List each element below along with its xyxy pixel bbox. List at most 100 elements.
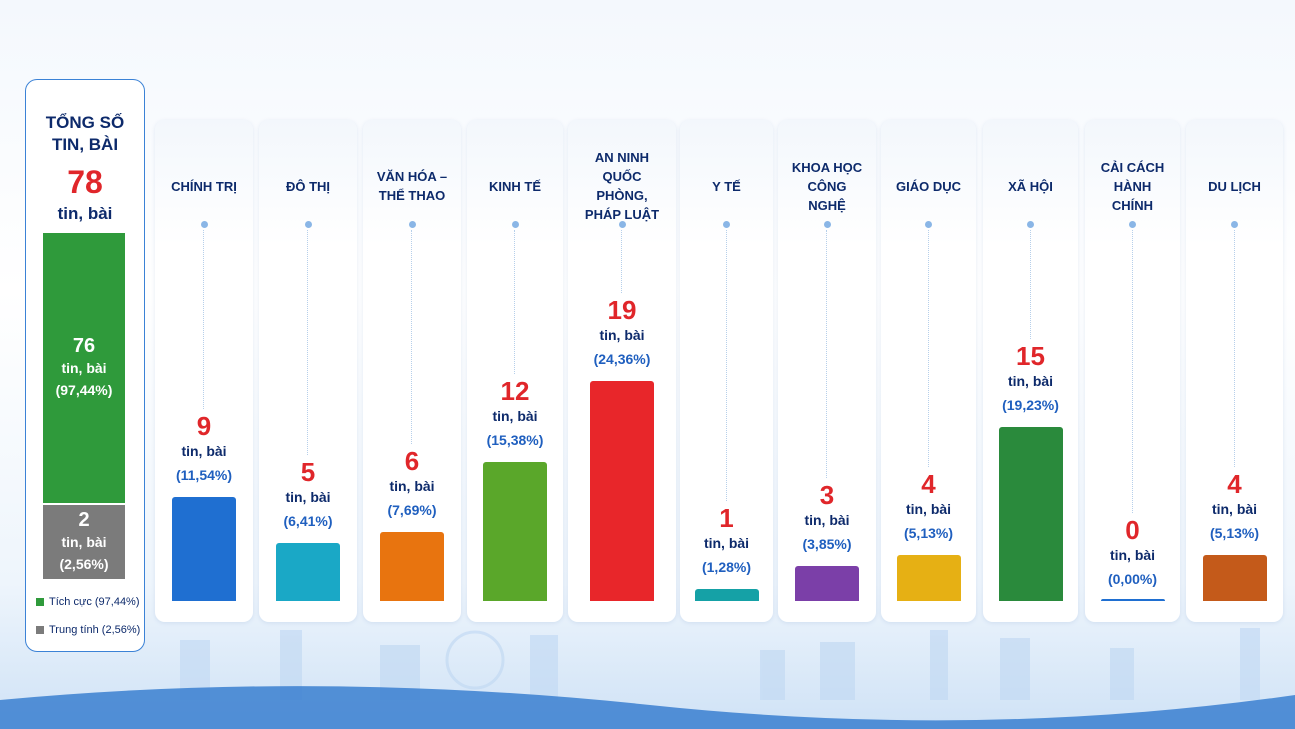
value-label: 19 [607, 295, 637, 325]
skyline [0, 628, 1295, 729]
connector-dot [511, 221, 519, 228]
segment-value: 76 [72, 335, 96, 357]
connector-dot [304, 221, 312, 228]
share-label: (19,23%) [1002, 397, 1059, 414]
summary-unit: tin, bài [57, 204, 113, 223]
connector-dot [408, 221, 416, 228]
share-label: (0,00%) [1107, 571, 1158, 587]
legend-item: Trung tính (2,56%) [36, 624, 140, 636]
connector-dot [618, 221, 626, 228]
connector-line [927, 230, 929, 467]
unit-label: tin, bài [703, 535, 750, 552]
segment-share: (97,44%) [55, 382, 113, 398]
category-label: XÃ HỘI [1008, 178, 1053, 194]
share-label: (11,54%) [175, 466, 233, 483]
category-label: Y TẾ [712, 178, 741, 194]
connector-line [411, 230, 413, 444]
connector-line [1029, 230, 1031, 340]
value-label: 4 [921, 468, 936, 499]
category-card: CHÍNH TRỊ 9 tin, bài (11,54%) [155, 120, 253, 622]
unit-label: tin, bài [181, 442, 227, 459]
connector-dot [925, 221, 932, 228]
value-label: 1 [719, 503, 734, 534]
connector-line [514, 230, 516, 375]
legend-swatch [36, 598, 44, 606]
value-label: 5 [300, 457, 316, 488]
category-card: DU LỊCH 4 tin, bài (5,13%) [1186, 120, 1283, 622]
connector-line [621, 230, 623, 293]
unit-label: tin, bài [285, 489, 331, 506]
category-label: VĂN HÓA – THỂ THAO [376, 169, 448, 203]
value-label: 4 [1227, 468, 1242, 499]
bar [276, 543, 340, 601]
category-card: KINH TẾ 12 tin, bài (15,38%) [467, 120, 563, 622]
share-label: (5,13%) [1209, 524, 1260, 541]
category-label: AN NINH QUỐC PHÒNG, PHÁP LUẬT [584, 150, 660, 222]
unit-label: tin, bài [905, 500, 952, 517]
share-label: (7,69%) [387, 501, 437, 518]
stacked-segment: 76 tin, bài (97,44%) [43, 233, 125, 503]
connector-line [826, 230, 828, 479]
category-label: CẢI CÁCH HÀNH CHÍNH [1100, 159, 1165, 213]
bar [1202, 554, 1267, 601]
stacked-segment: 2 tin, bài (2,56%) [43, 505, 125, 579]
category-label: DU LỊCH [1208, 178, 1261, 194]
category-label: CHÍNH TRỊ [171, 178, 237, 194]
category-label: KHOA HỌC CÔNG NGHỆ [791, 159, 863, 213]
connector-line [307, 230, 309, 456]
category-card: ĐÔ THỊ 5 tin, bài (6,41%) [259, 120, 357, 622]
share-label: (5,13%) [903, 524, 954, 541]
bar [483, 462, 547, 601]
unit-label: tin, bài [389, 477, 435, 494]
category-card: CẢI CÁCH HÀNH CHÍNH 0 tin, bài (0,00%) [1085, 120, 1180, 622]
segment-share: (2,56%) [59, 556, 109, 572]
unit-label: tin, bài [599, 327, 645, 343]
segment-unit: tin, bài [61, 534, 107, 550]
share-label: (15,38%) [486, 432, 544, 449]
category-card: AN NINH QUỐC PHÒNG, PHÁP LUẬT 19 tin, bài (… [568, 120, 676, 622]
unit-label: tin, bài [1007, 373, 1054, 390]
bar [1100, 599, 1165, 601]
stacked-bar: 76 tin, bài (97,44%) 2 tin, bài (2,56%) [43, 233, 125, 581]
unit-label: tin, bài [804, 512, 850, 529]
unit-label: tin, bài [492, 408, 538, 425]
value-label: 6 [404, 445, 420, 476]
bar [380, 531, 444, 601]
category-card: Y TẾ 1 tin, bài (1,28%) [680, 120, 773, 622]
value-label: 3 [819, 480, 835, 511]
category-label: ĐÔ THỊ [285, 178, 331, 194]
bar [694, 589, 759, 601]
legend-item: Tích cực (97,44%) [36, 596, 140, 608]
legend-label: Trung tính (2,56%) [49, 624, 141, 636]
connector-line [725, 230, 727, 502]
bar [896, 554, 961, 601]
category-label: GIÁO DỤC [896, 178, 961, 194]
bar [998, 427, 1063, 601]
category-card: GIÁO DỤC 4 tin, bài (5,13%) [881, 120, 976, 622]
segment-unit: tin, bài [61, 360, 107, 376]
category-card: KHOA HỌC CÔNG NGHỆ 3 tin, bài (3,85%) [778, 120, 876, 622]
connector-line [1131, 230, 1133, 513]
legend-label: Tích cực (97,44%) [49, 596, 140, 608]
connector-dot [1027, 221, 1034, 228]
connector-dot [200, 221, 208, 228]
segment-value: 2 [78, 509, 90, 531]
value-label: 0 [1125, 515, 1140, 545]
category-card: XÃ HỘI 15 tin, bài (19,23%) [983, 120, 1078, 622]
share-label: (1,28%) [701, 559, 752, 576]
share-label: (24,36%) [593, 351, 651, 367]
share-label: (3,85%) [802, 536, 852, 553]
category-card: VĂN HÓA – THỂ THAO 6 tin, bài (7,69%) [363, 120, 461, 622]
connector-dot [823, 221, 831, 228]
value-label: 15 [1016, 341, 1045, 372]
summary-total: 78 [67, 164, 103, 200]
summary-panel: TỔNG SỐ TIN, BÀI 78 tin, bài 76 tin, bài (… [25, 79, 145, 652]
unit-label: tin, bài [1211, 500, 1258, 517]
unit-label: tin, bài [1109, 547, 1156, 563]
connector-dot [1231, 221, 1238, 228]
value-label: 12 [500, 376, 530, 407]
bar [795, 566, 859, 601]
connector-dot [723, 221, 730, 228]
summary-title: TỔNG SỐ TIN, BÀI [45, 113, 125, 154]
